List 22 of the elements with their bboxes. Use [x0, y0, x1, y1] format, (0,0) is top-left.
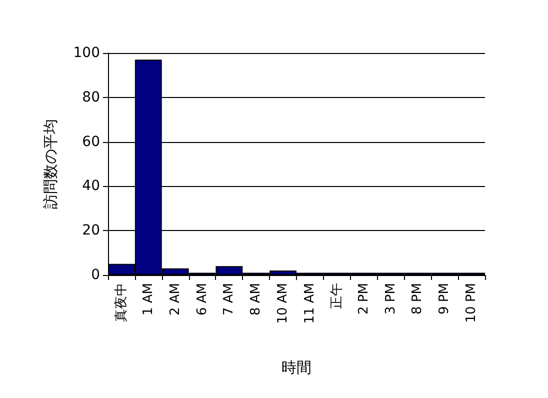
y-tick-label: 0 — [91, 267, 100, 283]
x-tick-label: 8 AM — [248, 283, 264, 316]
x-tick-label: 6 AM — [194, 283, 210, 316]
x-tick-label: 3 PM — [383, 283, 398, 314]
x-tick-label: 8 PM — [410, 283, 426, 314]
x-tick-label: 7 AM — [222, 283, 237, 316]
x-tick-label: 1 AM — [140, 283, 156, 316]
x-axis-title: 時間 — [282, 358, 312, 376]
x-tick-label: 11 AM — [302, 283, 318, 324]
x-tick-label: 2 PM — [356, 283, 372, 314]
y-tick-label: 40 — [82, 178, 100, 194]
x-tick-label: 9 PM — [437, 283, 452, 314]
x-tick-label: 2 AM — [168, 283, 183, 316]
x-tick-label: 10 AM — [276, 283, 291, 324]
y-tick-label: 80 — [82, 89, 100, 106]
x-tick-label: 真夜中 — [112, 283, 129, 322]
y-tick-label: 100 — [73, 45, 100, 61]
x-tick-label: 正午 — [329, 283, 344, 309]
y-axis-title: 訪問数の平均 — [42, 119, 60, 209]
y-tick-label: 20 — [82, 222, 100, 239]
y-tick-label: 60 — [82, 134, 100, 150]
x-tick-label: 10 PM — [464, 283, 480, 323]
